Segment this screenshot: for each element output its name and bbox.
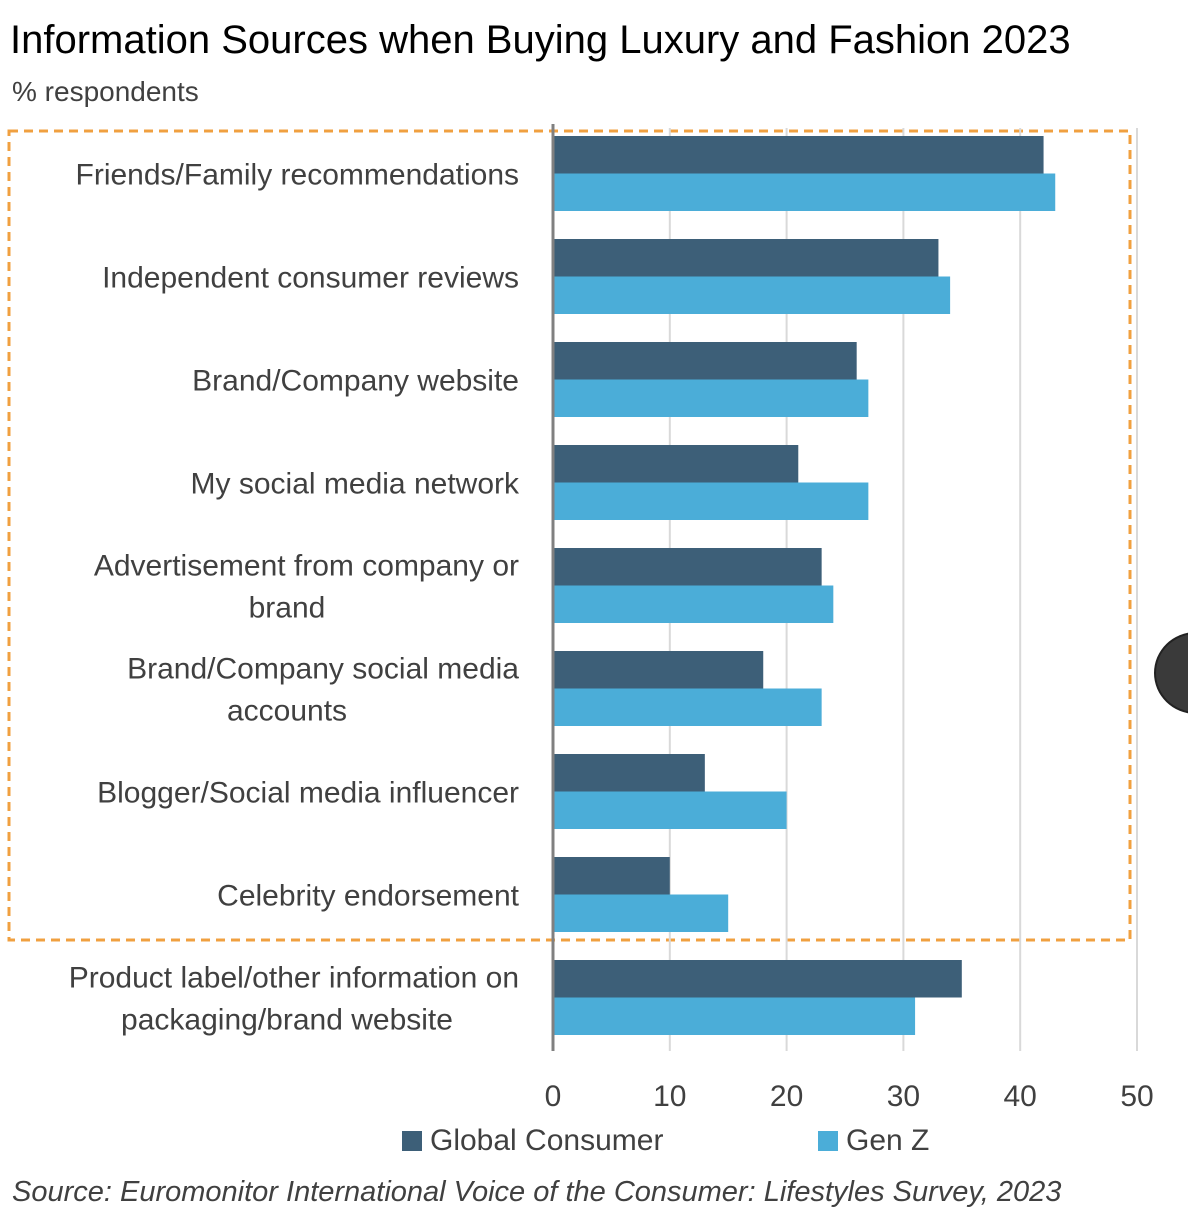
category-label-4-0: Advertisement from company or [94,550,519,583]
category-label-3-0: My social media network [191,468,520,501]
legend-swatch-global [402,1131,422,1151]
legend-item-genz: Gen Z [818,1124,929,1158]
category-label-0-0: Friends/Family recommendations [76,159,519,192]
category-label-5-0: Brand/Company social media [127,653,519,686]
tick-label-0: 0 [545,1080,562,1113]
legend-label-global: Global Consumer [430,1124,664,1157]
legend: Global Consumer Gen Z [0,1124,1188,1164]
bar-global-6 [553,754,705,792]
tick-label-20: 20 [770,1080,803,1113]
bar-genz-2 [553,379,869,417]
bar-global-4 [553,548,822,586]
category-label-4-1: brand [249,592,326,625]
category-label-7-0: Celebrity endorsement [217,880,519,913]
bar-genz-6 [553,791,787,829]
tick-label-40: 40 [1004,1080,1037,1113]
legend-label-genz: Gen Z [846,1124,930,1157]
bar-genz-7 [553,894,729,932]
legend-item-global: Global Consumer [402,1124,663,1158]
category-label-5-1: accounts [227,695,347,728]
bar-genz-5 [553,688,822,726]
bar-genz-3 [553,482,869,520]
category-label-2-0: Brand/Company website [192,365,519,398]
bar-global-0 [553,136,1044,174]
legend-swatch-genz [818,1131,838,1151]
tick-labels: 0 10 20 30 40 50 [545,1080,1154,1113]
bar-global-3 [553,445,799,483]
bar-global-1 [553,239,939,277]
category-labels: Friends/Family recommendations Independen… [69,159,520,1037]
category-label-6-0: Blogger/Social media influencer [97,777,519,810]
bar-genz-0 [553,173,1056,211]
bar-global-5 [553,651,764,689]
chart-subtitle: % respondents [12,76,199,107]
bar-genz-4 [553,585,834,623]
tick-label-30: 30 [887,1080,920,1113]
tick-label-50: 50 [1120,1080,1153,1113]
bar-genz-8 [553,997,916,1035]
bar-genz-1 [553,276,951,314]
bar-global-2 [553,342,857,380]
bar-global-7 [553,857,670,895]
category-label-1-0: Independent consumer reviews [102,262,519,295]
source-note: Source: Euromonitor International Voice … [12,1176,1062,1208]
category-label-8-0: Product label/other information on [69,962,519,995]
highlight-box [7,129,1132,942]
bars [553,136,1056,1035]
tick-label-10: 10 [653,1080,686,1113]
bar-global-8 [553,960,962,998]
category-label-8-1: packaging/brand website [121,1004,453,1037]
chart-title: Information Sources when Buying Luxury a… [10,18,1071,62]
